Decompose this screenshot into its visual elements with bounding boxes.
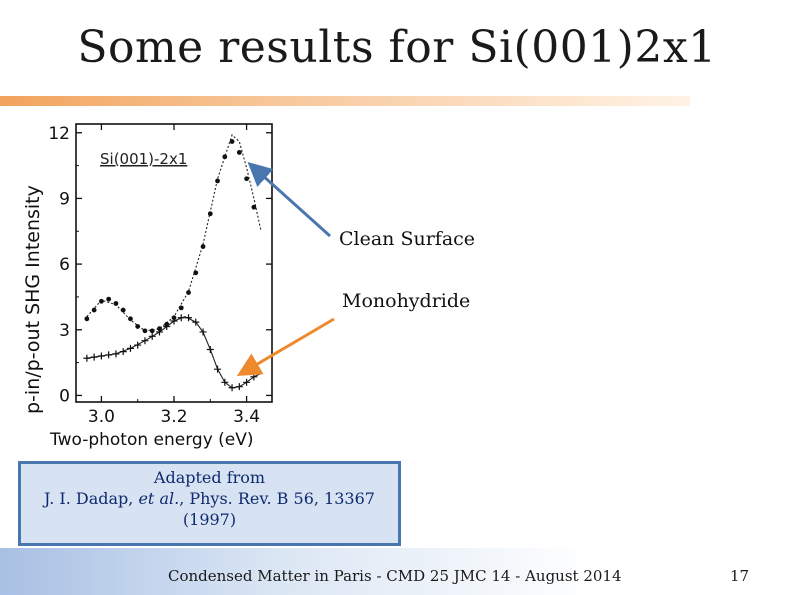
data-point-monohydride xyxy=(112,350,120,358)
x-tick-label: 3.2 xyxy=(160,407,187,427)
data-point-monohydride xyxy=(141,337,149,345)
y-tick-label: 9 xyxy=(59,189,70,209)
data-point-monohydride xyxy=(148,332,156,340)
citation-et-al: et al. xyxy=(138,489,180,508)
data-point-monohydride xyxy=(235,383,243,391)
data-point-monohydride xyxy=(134,341,142,349)
data-point-clean xyxy=(251,204,257,210)
x-tick-label: 3.4 xyxy=(233,407,260,427)
data-point-clean xyxy=(207,211,213,217)
data-point-monohydride xyxy=(126,344,134,352)
citation-box: Adapted from J. I. Dadap, et al., Phys. … xyxy=(18,461,401,546)
data-point-monohydride xyxy=(214,365,222,373)
data-point-clean xyxy=(186,290,191,295)
data-point-clean xyxy=(135,324,141,329)
data-point-clean xyxy=(128,316,133,322)
shg-figure: 0 3 6 9 12 3.0 3.2 3.4 Si(001)-2x1 Two-photon e… xyxy=(12,116,292,456)
data-point-monohydride xyxy=(206,345,214,353)
title-underline-bar xyxy=(0,96,690,106)
shg-chart: 0 3 6 9 12 3.0 3.2 3.4 Si(001)-2x1 Two-photon e… xyxy=(22,123,273,450)
citation-year: (1997) xyxy=(182,510,237,529)
y-tick-label: 12 xyxy=(48,124,70,144)
page-number: 17 xyxy=(730,567,750,585)
data-point-clean xyxy=(222,154,228,160)
data-point-monohydride xyxy=(105,351,113,359)
data-point-clean xyxy=(244,176,249,182)
data-point-clean xyxy=(236,150,242,155)
data-point-monohydride xyxy=(177,314,185,322)
citation-line1: Adapted from xyxy=(153,468,266,487)
data-point-clean xyxy=(91,307,97,313)
data-point-monohydride xyxy=(199,328,207,336)
data-point-clean xyxy=(106,296,112,302)
data-point-clean xyxy=(229,139,235,144)
data-point-monohydride xyxy=(185,314,193,322)
data-point-monohydride xyxy=(90,353,98,361)
data-point-monohydride xyxy=(83,354,91,362)
data-point-monohydride xyxy=(228,384,236,392)
data-point-monohydride xyxy=(163,322,171,330)
data-point-clean xyxy=(149,328,155,334)
citation-line2: J. I. Dadap, et al., Phys. Rev. B 56, 13… xyxy=(21,488,398,509)
data-point-monohydride xyxy=(170,317,178,325)
y-tick-label: 0 xyxy=(59,386,70,406)
data-point-clean xyxy=(99,298,104,304)
citation-reference: , Phys. Rev. B 56, 13367 xyxy=(179,489,375,508)
footer-text: Condensed Matter in Paris - CMD 25 JMC 1… xyxy=(168,567,622,585)
data-point-clean xyxy=(120,307,126,313)
slide-title: Some results for Si(001)2x1 xyxy=(77,22,717,73)
data-point-monohydride xyxy=(97,352,105,360)
data-point-clean xyxy=(178,305,184,311)
data-point-monohydride xyxy=(119,348,127,356)
data-point-clean xyxy=(113,301,119,306)
x-tick-label: 3.0 xyxy=(88,407,115,427)
y-tick-label: 3 xyxy=(59,321,70,341)
fit-curve-monohydride xyxy=(86,315,262,389)
data-point-monohydride xyxy=(192,318,200,326)
data-point-clean xyxy=(142,328,148,334)
y-tick-label: 6 xyxy=(59,255,70,275)
data-point-clean xyxy=(200,244,206,249)
y-axis-label: p-in/p-out SHG Intensity xyxy=(22,185,44,414)
footer-bar xyxy=(0,548,794,595)
inset-label: Si(001)-2x1 xyxy=(100,150,187,168)
data-point-monohydride xyxy=(155,328,163,336)
x-axis-label: Two-photon energy (eV) xyxy=(49,430,254,450)
data-point-clean xyxy=(215,178,220,184)
data-point-monohydride xyxy=(243,378,251,386)
data-point-monohydride xyxy=(221,378,229,386)
callout-monohydride: Monohydride xyxy=(342,290,471,312)
fit-curve-clean xyxy=(86,133,262,332)
callout-clean-surface: Clean Surface xyxy=(339,228,476,250)
data-point-clean xyxy=(193,270,199,276)
data-point-clean xyxy=(84,316,90,322)
citation-authors: J. I. Dadap, xyxy=(44,489,139,508)
